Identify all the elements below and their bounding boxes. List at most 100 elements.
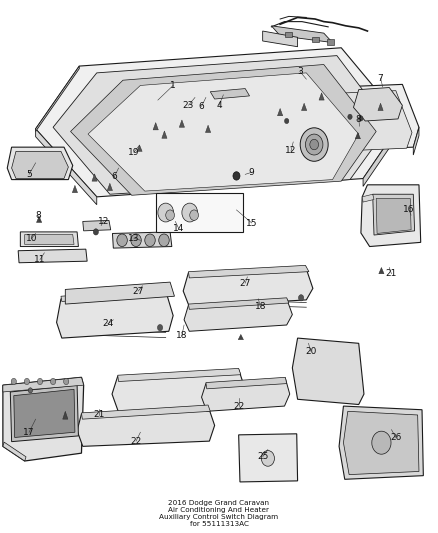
Polygon shape	[3, 442, 26, 461]
Polygon shape	[413, 127, 419, 155]
Polygon shape	[362, 194, 374, 202]
Text: 18: 18	[255, 302, 266, 311]
Text: 14: 14	[173, 224, 184, 233]
Text: 12: 12	[285, 147, 297, 155]
Polygon shape	[63, 411, 68, 419]
Polygon shape	[25, 235, 74, 245]
Polygon shape	[272, 26, 332, 43]
Polygon shape	[92, 174, 97, 181]
Polygon shape	[206, 377, 287, 389]
Text: 11: 11	[34, 255, 46, 264]
Polygon shape	[11, 385, 78, 442]
Polygon shape	[153, 123, 158, 130]
Text: 4: 4	[216, 101, 222, 110]
Polygon shape	[61, 288, 169, 302]
Polygon shape	[201, 378, 290, 411]
Text: 21: 21	[386, 269, 397, 278]
Circle shape	[285, 118, 289, 124]
Circle shape	[182, 203, 198, 222]
Text: 3: 3	[297, 67, 303, 76]
Text: 13: 13	[128, 233, 140, 243]
Polygon shape	[179, 120, 184, 127]
Circle shape	[24, 378, 29, 385]
Circle shape	[50, 378, 56, 385]
Text: 20: 20	[305, 346, 316, 356]
Polygon shape	[7, 147, 73, 180]
Text: 19: 19	[128, 148, 140, 157]
Polygon shape	[72, 185, 78, 192]
Circle shape	[233, 172, 240, 180]
Circle shape	[372, 431, 391, 454]
Circle shape	[359, 116, 363, 121]
Polygon shape	[343, 411, 419, 474]
Text: 22: 22	[233, 401, 244, 410]
Text: 27: 27	[240, 279, 251, 288]
Circle shape	[64, 378, 69, 385]
Text: 5: 5	[26, 170, 32, 179]
Polygon shape	[88, 73, 359, 191]
Circle shape	[305, 134, 323, 155]
Polygon shape	[339, 406, 424, 479]
Text: 10: 10	[25, 234, 37, 243]
Text: 9: 9	[249, 168, 254, 177]
Polygon shape	[57, 291, 173, 338]
Polygon shape	[184, 299, 292, 332]
Polygon shape	[379, 268, 384, 274]
Circle shape	[166, 210, 174, 220]
Text: 17: 17	[23, 428, 35, 437]
Circle shape	[117, 234, 127, 247]
Text: 26: 26	[390, 433, 402, 442]
Polygon shape	[83, 220, 111, 231]
Circle shape	[159, 234, 169, 247]
Circle shape	[131, 234, 141, 247]
Polygon shape	[18, 249, 87, 263]
Polygon shape	[113, 232, 172, 248]
Circle shape	[93, 229, 99, 235]
Polygon shape	[188, 298, 289, 309]
Polygon shape	[363, 121, 403, 187]
Circle shape	[145, 234, 155, 247]
Polygon shape	[272, 84, 419, 152]
Circle shape	[310, 139, 318, 150]
Polygon shape	[107, 183, 113, 191]
Polygon shape	[3, 377, 84, 461]
Polygon shape	[36, 216, 42, 222]
Circle shape	[158, 203, 173, 222]
Polygon shape	[301, 103, 307, 110]
Polygon shape	[14, 389, 75, 438]
Polygon shape	[3, 377, 84, 392]
Text: 12: 12	[98, 217, 109, 226]
Polygon shape	[272, 133, 279, 160]
Polygon shape	[188, 265, 309, 278]
Polygon shape	[205, 125, 211, 133]
Circle shape	[261, 450, 275, 466]
Polygon shape	[327, 39, 334, 45]
Polygon shape	[137, 145, 142, 151]
Polygon shape	[81, 405, 210, 419]
Polygon shape	[376, 198, 411, 233]
Polygon shape	[238, 334, 244, 340]
Polygon shape	[355, 133, 360, 139]
Text: 16: 16	[403, 205, 415, 214]
Polygon shape	[12, 151, 68, 179]
Text: 25: 25	[257, 453, 268, 462]
Polygon shape	[263, 31, 297, 47]
Text: 23: 23	[183, 101, 194, 110]
Text: 8: 8	[35, 211, 41, 220]
Polygon shape	[118, 368, 241, 382]
Polygon shape	[353, 87, 403, 121]
Polygon shape	[361, 185, 421, 247]
Polygon shape	[210, 88, 250, 99]
Polygon shape	[162, 131, 167, 138]
Text: 18: 18	[176, 331, 187, 340]
Polygon shape	[278, 108, 283, 116]
Polygon shape	[112, 369, 246, 413]
Text: 7: 7	[378, 74, 383, 83]
Polygon shape	[77, 406, 215, 446]
Circle shape	[190, 210, 198, 220]
Polygon shape	[35, 129, 97, 205]
Text: 8: 8	[356, 115, 362, 124]
Circle shape	[348, 114, 352, 119]
Polygon shape	[319, 93, 324, 100]
Polygon shape	[35, 48, 403, 197]
